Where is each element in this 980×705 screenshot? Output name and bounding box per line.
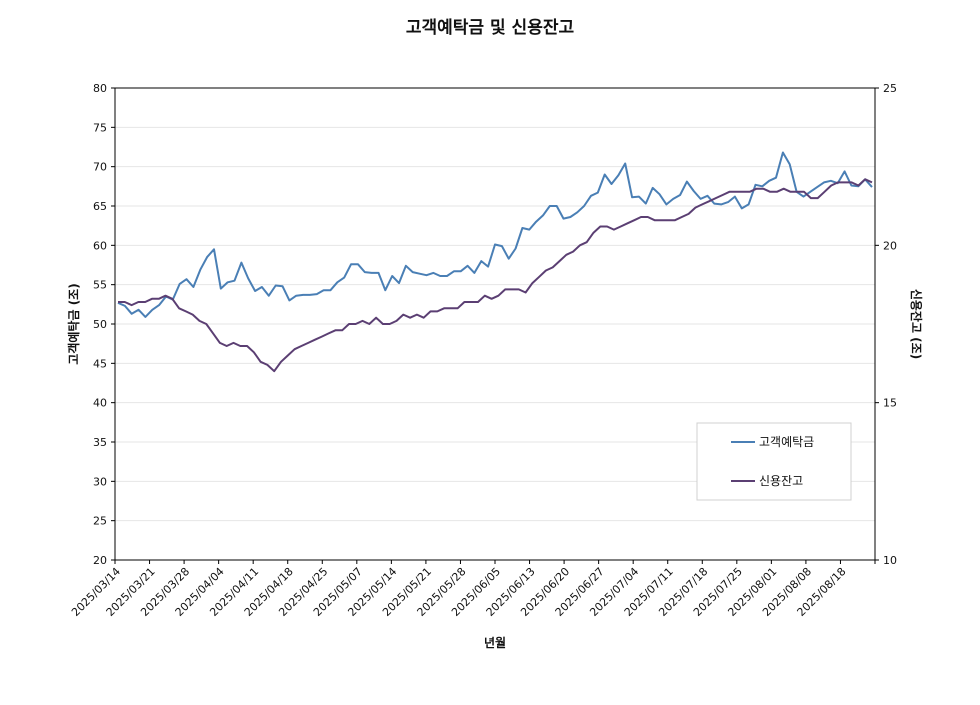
y-left-tick-label: 35 bbox=[93, 436, 107, 449]
y-left-tick-label: 40 bbox=[93, 397, 107, 410]
series-group bbox=[117, 151, 873, 373]
legend-label-credit: 신용잔고 bbox=[759, 474, 803, 488]
y-left-tick-label: 50 bbox=[93, 318, 107, 331]
y-right-tick-label: 15 bbox=[883, 397, 897, 410]
series-line-credit bbox=[118, 178, 873, 373]
y-right-tick-label: 20 bbox=[883, 239, 897, 252]
legend-box bbox=[696, 422, 852, 501]
chart-title: 고객예탁금 및 신용잔고 bbox=[406, 18, 575, 38]
y-left-tick-label: 60 bbox=[93, 239, 107, 252]
legend-label-deposit: 고객예탁금 bbox=[759, 435, 814, 449]
y-right-tick-label: 10 bbox=[883, 554, 897, 567]
y-axis-left-title: 고객예탁금 (조) bbox=[66, 283, 81, 364]
x-axis-title: 년월 bbox=[484, 635, 506, 650]
y-left-tick-label: 20 bbox=[93, 554, 107, 567]
y-left-tick-label: 70 bbox=[93, 161, 107, 174]
y-left-tick-label: 75 bbox=[93, 121, 107, 134]
y-axis-right-title: 신용잔고 (조) bbox=[909, 289, 924, 359]
series-line-deposit bbox=[117, 151, 873, 318]
y-left-tick-label: 80 bbox=[93, 82, 107, 95]
y-left-tick-label: 55 bbox=[93, 279, 107, 292]
y-left-tick-label: 45 bbox=[93, 357, 107, 370]
y-right-tick-label: 25 bbox=[883, 82, 897, 95]
right-axis: 10 15 20 25 bbox=[875, 82, 897, 567]
left-axis: 20 25 30 35 40 45 50 55 60 65 70 75 80 bbox=[93, 82, 115, 567]
y-left-tick-label: 65 bbox=[93, 200, 107, 213]
legend: 고객예탁금 신용잔고 bbox=[696, 422, 852, 501]
x-axis: 2025/03/142025/03/212025/03/282025/04/04… bbox=[69, 560, 876, 619]
y-left-tick-label: 25 bbox=[93, 515, 107, 528]
grid bbox=[115, 126, 875, 522]
y-left-tick-label: 30 bbox=[93, 475, 107, 488]
